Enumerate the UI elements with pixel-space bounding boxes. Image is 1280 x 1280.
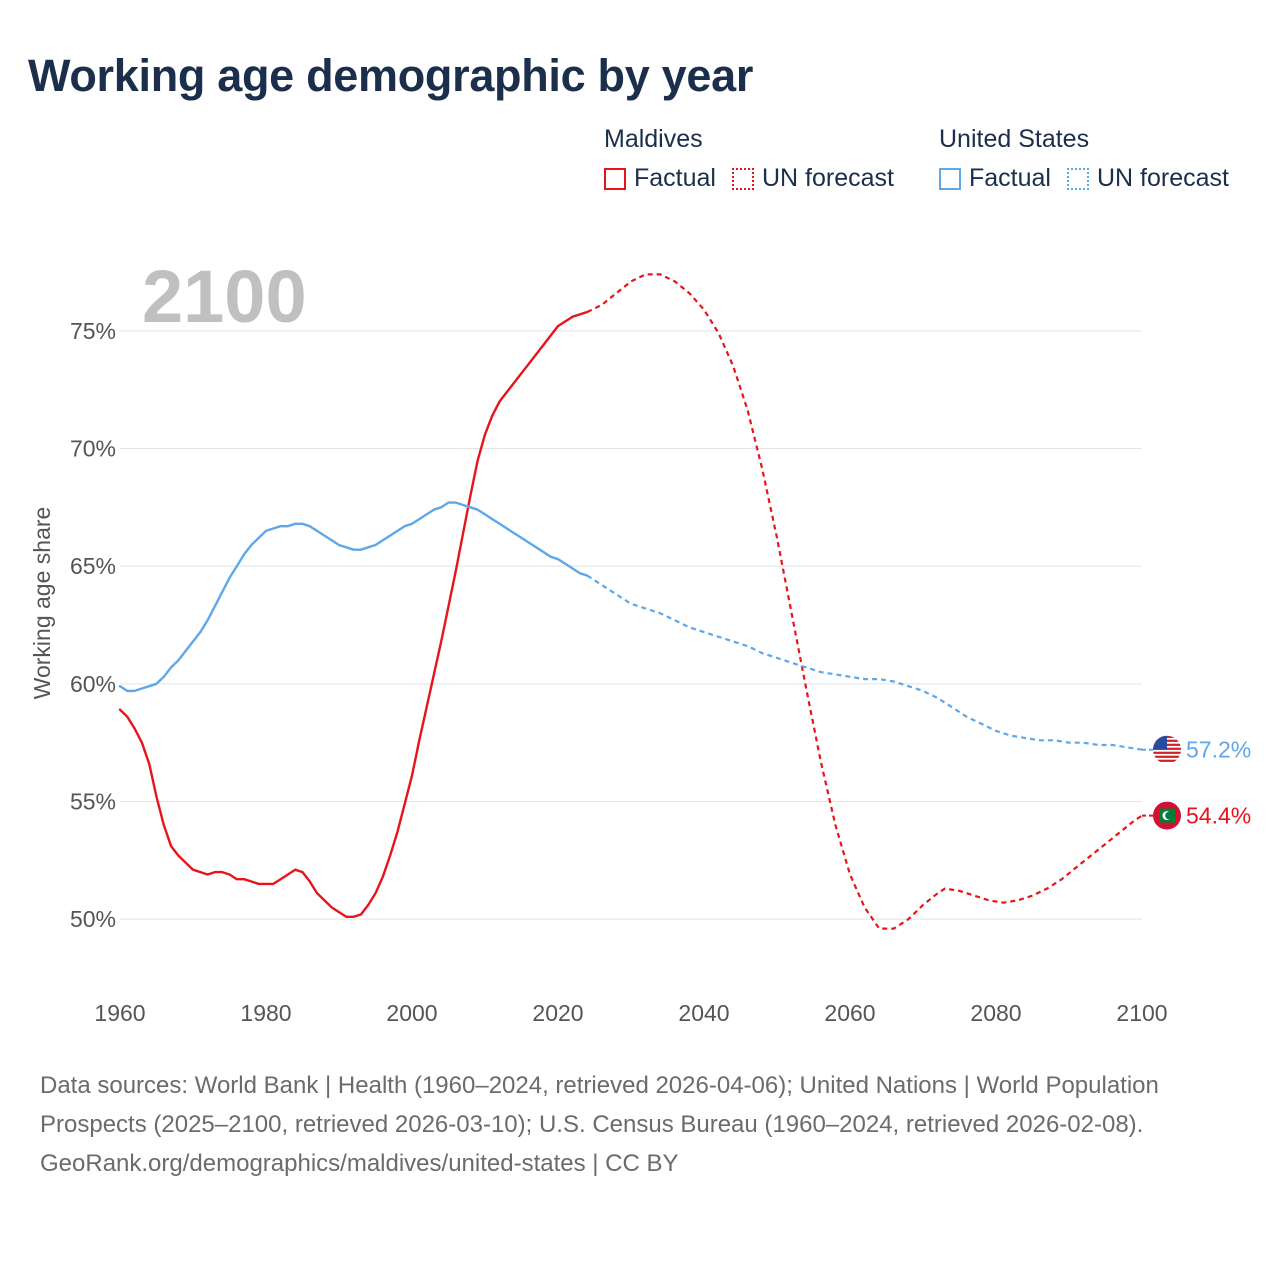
legend-group-united-states: United States Factual UN forecast	[939, 122, 1229, 193]
x-tick-label: 2100	[1116, 1000, 1167, 1026]
legend-label: UN forecast	[761, 164, 894, 192]
end-label-maldives: 54.4%	[1186, 803, 1251, 829]
y-tick-label: 75%	[70, 318, 116, 344]
legend-swatch-solid-icon	[604, 167, 626, 190]
chart-footer: Data sources: World Bank | Health (1960–…	[40, 1066, 1240, 1183]
us-flag-icon	[1153, 751, 1181, 754]
end-label-united-states: 57.2%	[1186, 737, 1251, 763]
line-chart: 2100 50% 55% 60% 65% 70% 75% 1960 1980 2000 2020…	[29, 255, 1251, 1026]
legend-label: UN forecast	[1096, 164, 1229, 192]
us-flag-icon	[1153, 735, 1181, 764]
us-flag-icon	[1153, 735, 1167, 750]
series-line-maldives-factual[interactable]	[118, 310, 589, 918]
y-tick-label: 70%	[70, 436, 116, 462]
legend-item-us-factual[interactable]: Factual	[939, 164, 1051, 193]
attribution-link[interactable]: GeoRank.org/demographics/maldives/united…	[40, 1150, 679, 1177]
us-flag-icon	[1153, 759, 1181, 762]
x-tick-label: 2040	[678, 1000, 729, 1026]
legend-item-maldives-factual[interactable]: Factual	[604, 164, 716, 193]
legend-swatch-dotted-icon	[1066, 167, 1089, 190]
x-tick-label: 2020	[532, 1000, 583, 1026]
legend-item-us-forecast[interactable]: UN forecast	[1066, 164, 1229, 193]
x-tick-label: 2080	[970, 1000, 1021, 1026]
legend-swatch-dotted-icon	[731, 167, 754, 190]
x-tick-label: 1960	[94, 1000, 145, 1026]
legend-label: Factual	[969, 164, 1051, 192]
legend-country-maldives: Maldives	[604, 125, 703, 153]
series-line-maldives-forecast[interactable]	[586, 273, 1143, 930]
legend-item-maldives-forecast[interactable]: UN forecast	[731, 164, 894, 193]
maldives-flag-icon	[1153, 801, 1181, 830]
y-tick-label: 55%	[70, 789, 116, 815]
y-tick-label: 65%	[70, 553, 116, 579]
series-line-united-states-factual[interactable]	[118, 501, 589, 693]
data-sources-text: Data sources: World Bank | Health (1960–…	[40, 1072, 1159, 1138]
legend-country-united-states: United States	[939, 125, 1090, 153]
maldives-flag-icon	[1165, 811, 1173, 820]
y-tick-label: 50%	[70, 906, 116, 932]
legend-label: Factual	[634, 164, 716, 192]
year-watermark: 2100	[142, 255, 307, 338]
chart-title: Working age demographic by year	[28, 50, 754, 101]
x-tick-label: 2000	[386, 1000, 437, 1026]
y-axis-title: Working age share	[29, 507, 55, 700]
y-tick-label: 60%	[70, 671, 116, 697]
series-line-united-states-forecast[interactable]	[586, 574, 1143, 751]
x-tick-label: 1980	[240, 1000, 291, 1026]
legend-group-maldives: Maldives Factual UN forecast	[604, 122, 894, 193]
us-flag-icon	[1153, 755, 1181, 758]
x-tick-label: 2060	[824, 1000, 875, 1026]
legend-swatch-solid-icon	[939, 167, 961, 190]
